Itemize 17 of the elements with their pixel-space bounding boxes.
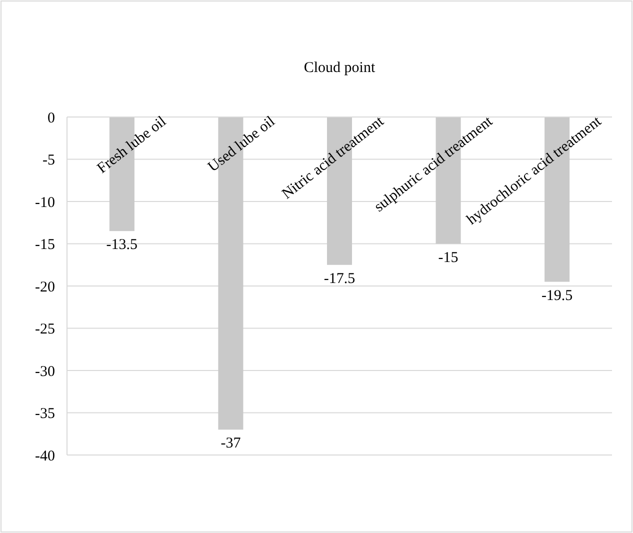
data-label: -19.5 xyxy=(541,288,573,304)
y-tick-label: -35 xyxy=(35,406,55,422)
y-tick-label: 0 xyxy=(48,110,55,126)
data-label: -15 xyxy=(438,250,458,266)
y-tick-label: -30 xyxy=(35,364,55,380)
y-tick-label: -20 xyxy=(35,279,55,296)
data-label: -37 xyxy=(220,436,242,452)
y-tick-label: -5 xyxy=(42,152,55,168)
x-tick-label: Fresh lube oil xyxy=(94,114,170,177)
data-label: -13.5 xyxy=(106,237,138,254)
x-tick-label: Used lube oil xyxy=(205,114,278,176)
y-tick-label: -25 xyxy=(35,322,55,338)
data-label: -17.5 xyxy=(324,270,356,287)
y-tick-label: -40 xyxy=(35,448,55,464)
y-tick-label: -15 xyxy=(35,237,55,253)
chart-title: Cloud point xyxy=(304,60,376,76)
y-tick-label: -10 xyxy=(35,194,55,211)
